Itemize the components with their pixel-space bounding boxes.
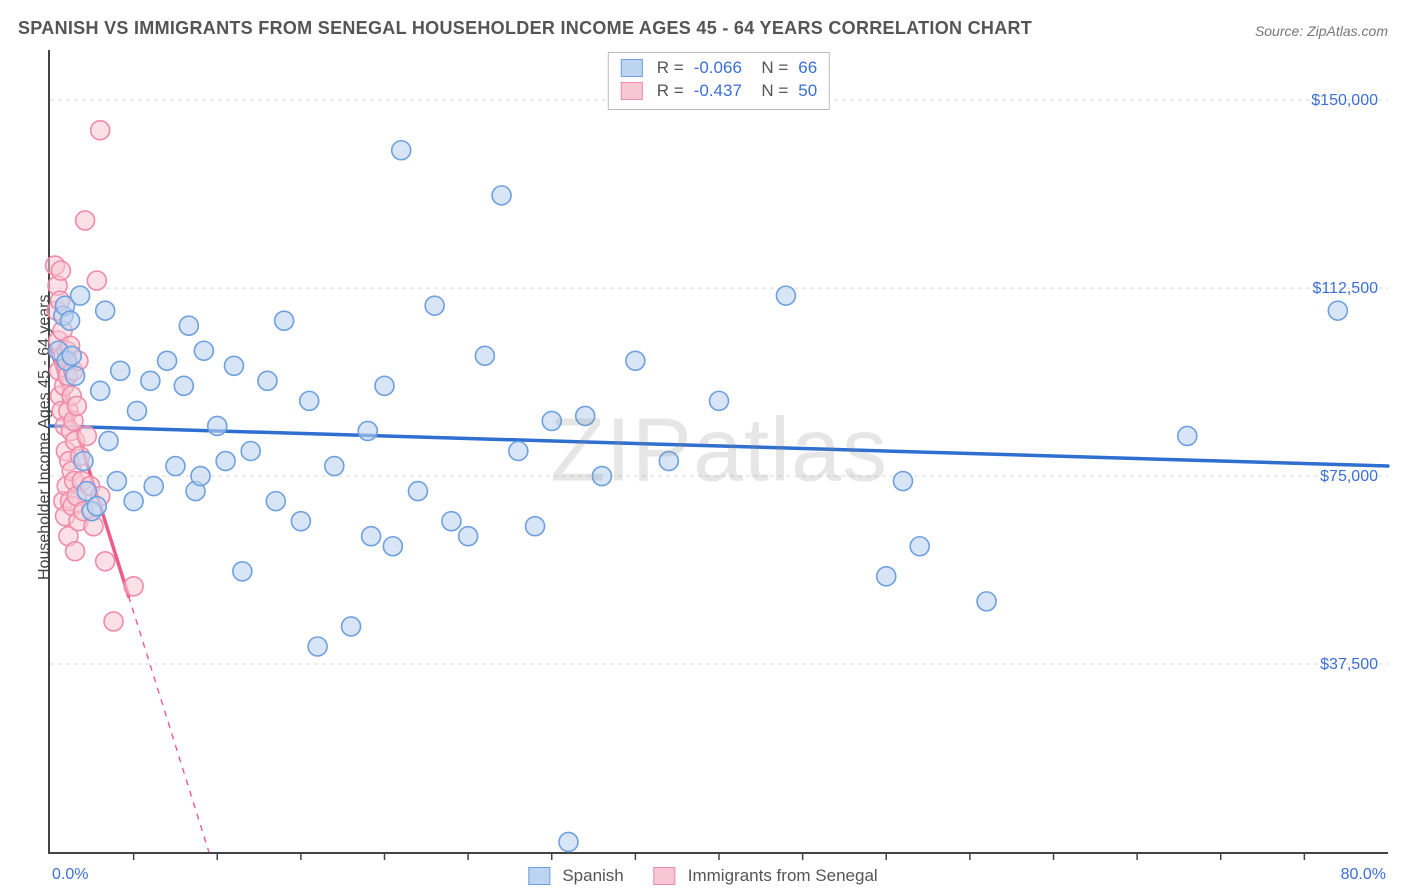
stat-label: R = — [657, 57, 684, 80]
chart-title: SPANISH VS IMMIGRANTS FROM SENEGAL HOUSE… — [18, 18, 1032, 39]
legend-item-1: Spanish — [528, 866, 623, 886]
r-value-1: -0.066 — [694, 57, 742, 80]
scatter-plot-svg: $37,500 $75,000 $112,500 $150,000 — [50, 50, 1388, 852]
n-value-1: 66 — [798, 57, 817, 80]
correlation-stats-box: R = -0.066 N = 66 R = -0.437 N = 50 — [608, 52, 830, 110]
stats-row-series-1: R = -0.066 N = 66 — [621, 57, 817, 80]
swatch-series-2 — [621, 82, 643, 100]
x-axis-min-label: 0.0% — [52, 866, 88, 884]
bottom-legend: Spanish Immigrants from Senegal — [528, 866, 877, 886]
x-axis-max-label: 80.0% — [1341, 866, 1386, 884]
legend-label-1: Spanish — [562, 866, 623, 886]
r-value-2: -0.437 — [694, 80, 742, 103]
legend-label-2: Immigrants from Senegal — [688, 866, 878, 886]
legend-swatch-2 — [654, 867, 676, 885]
stats-row-series-2: R = -0.437 N = 50 — [621, 80, 817, 103]
svg-text:$112,500: $112,500 — [1312, 280, 1378, 297]
legend-swatch-1 — [528, 867, 550, 885]
n-value-2: 50 — [798, 80, 817, 103]
plot-area: ZIPatlas R = -0.066 N = 66 R = -0.437 N … — [48, 50, 1388, 854]
svg-text:$75,000: $75,000 — [1320, 468, 1378, 485]
stat-label: N = — [752, 57, 788, 80]
stat-label: R = — [657, 80, 684, 103]
stat-label: N = — [752, 80, 788, 103]
svg-text:$150,000: $150,000 — [1311, 92, 1378, 109]
legend-item-2: Immigrants from Senegal — [654, 866, 878, 886]
swatch-series-1 — [621, 59, 643, 77]
svg-text:$37,500: $37,500 — [1320, 656, 1378, 673]
source-label: Source: ZipAtlas.com — [1255, 23, 1388, 39]
